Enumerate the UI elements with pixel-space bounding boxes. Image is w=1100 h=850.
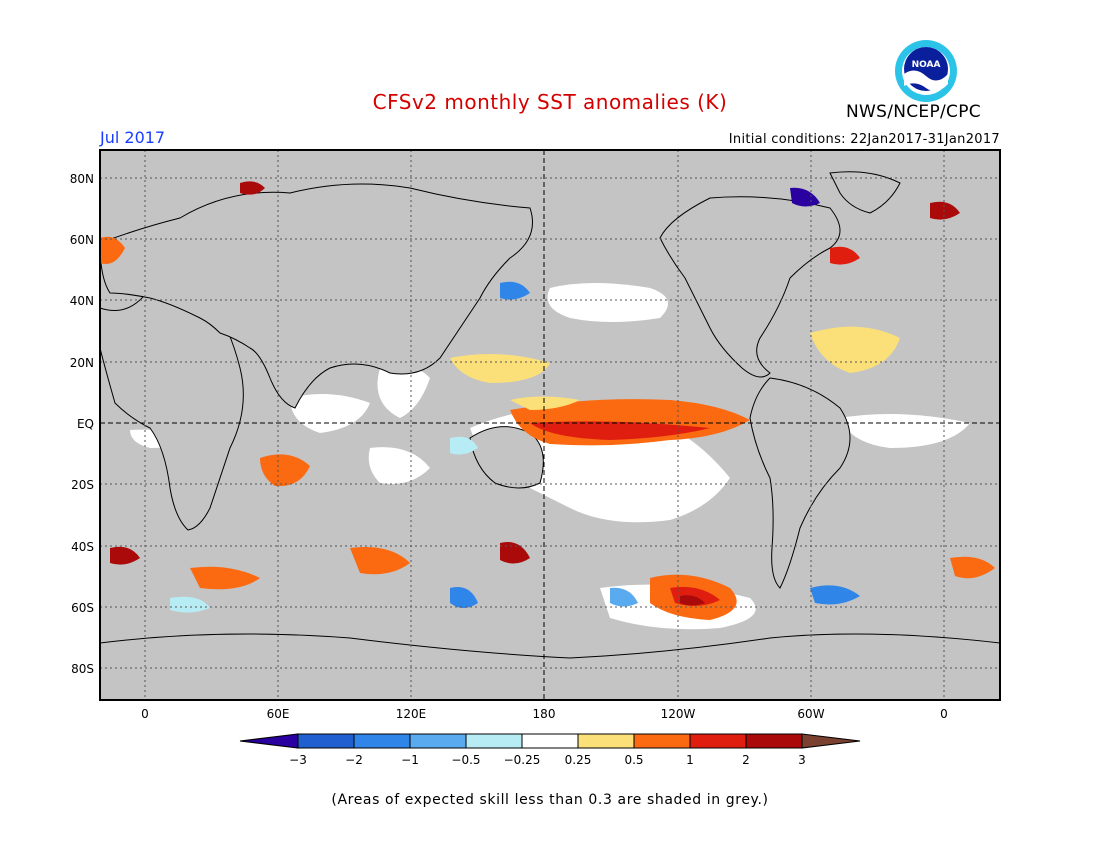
continents <box>99 171 1001 701</box>
colorbar-swatch <box>409 733 467 749</box>
colorbar-labels: −3 −2 −1 −0.5 −0.25 0.25 0.5 1 2 3 <box>289 753 806 767</box>
sst-anomaly-map: 80N 60N 40N 20N EQ 20S 40S 60S 80S <box>70 149 1001 701</box>
colorbar-swatch <box>297 733 355 749</box>
lat-label: 80N <box>70 172 94 186</box>
colorbar-swatch <box>239 733 299 749</box>
lat-label: 60S <box>71 601 94 615</box>
colorbar-swatch <box>689 733 747 749</box>
warm-anomaly-areas <box>100 181 995 620</box>
forecast-period: Jul 2017 <box>100 128 166 147</box>
colorbar-label: 1 <box>686 753 694 767</box>
latitude-labels: 80N 60N 40N 20N EQ 20S 40S 60S 80S <box>70 172 94 676</box>
colorbar-swatch <box>745 733 803 749</box>
lon-label: 60W <box>797 707 824 721</box>
lat-label: 40S <box>71 540 94 554</box>
graticule <box>100 150 1000 700</box>
colorbar-swatch <box>465 733 523 749</box>
map-frame <box>99 149 1001 701</box>
colorbar-swatches <box>239 733 861 749</box>
australia <box>469 426 544 489</box>
svg-text:NOAA: NOAA <box>912 60 941 70</box>
initial-conditions: Initial conditions: 22Jan2017-31Jan2017 <box>728 132 1000 147</box>
lon-label: 120E <box>396 707 427 721</box>
lat-label: 80S <box>71 662 94 676</box>
colorbar-label: 3 <box>798 753 806 767</box>
colorbar-swatch <box>353 733 411 749</box>
lon-label: 180 <box>533 707 556 721</box>
colorbar-label: −0.25 <box>504 753 541 767</box>
map-title: CFSv2 monthly SST anomalies (K) <box>372 90 728 114</box>
lat-label: 40N <box>70 294 94 308</box>
colorbar-label: −3 <box>289 753 307 767</box>
lon-label: 0 <box>141 707 149 721</box>
longitude-labels: 0 60E 120E 180 120W 60W 0 <box>141 707 948 721</box>
north-america <box>659 196 841 378</box>
colorbar-label: 2 <box>742 753 750 767</box>
lat-label: 60N <box>70 233 94 247</box>
noaa-logo: NOAA <box>893 38 959 104</box>
lat-label: 20N <box>70 356 94 370</box>
lon-label: 0 <box>940 707 948 721</box>
colorbar: −3 −2 −1 −0.5 −0.25 0.25 0.5 1 2 3 <box>239 733 861 767</box>
greenland <box>829 171 901 214</box>
colorbar-label: −1 <box>401 753 419 767</box>
colorbar-label: −2 <box>345 753 363 767</box>
lat-label: EQ <box>77 417 94 431</box>
colorbar-label: −0.5 <box>451 753 480 767</box>
south-america <box>749 377 851 589</box>
colorbar-swatch <box>521 733 579 749</box>
antarctica <box>99 633 1001 701</box>
lon-label: 120W <box>661 707 696 721</box>
skill-footnote: (Areas of expected skill less than 0.3 a… <box>331 792 769 808</box>
eurasia <box>99 183 533 409</box>
organization-label: NWS/NCEP/CPC <box>846 102 981 122</box>
colorbar-label: 0.5 <box>624 753 643 767</box>
lon-label: 60E <box>267 707 290 721</box>
colorbar-label: 0.25 <box>565 753 592 767</box>
colorbar-swatch <box>633 733 691 749</box>
lat-label: 20S <box>71 478 94 492</box>
cold-anomaly-areas <box>170 187 860 613</box>
colorbar-swatch <box>577 733 635 749</box>
colorbar-swatch <box>801 733 861 749</box>
